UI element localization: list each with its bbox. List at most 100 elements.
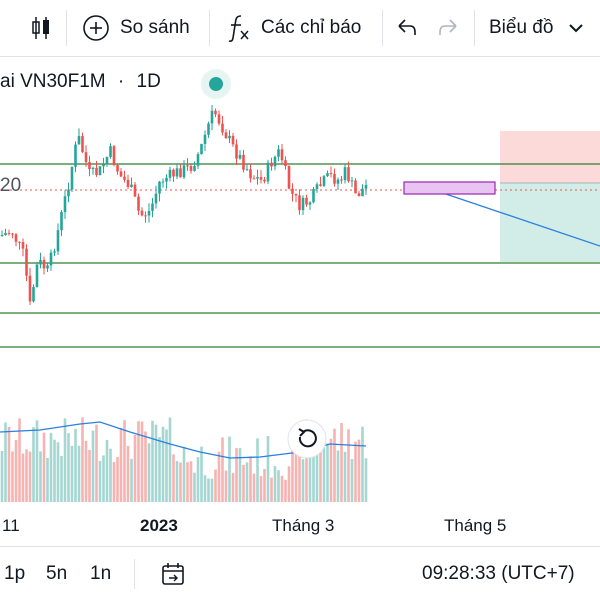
trend-line[interactable] [424, 186, 600, 247]
volume-bar [137, 421, 140, 502]
volume-bar [259, 476, 263, 502]
rectangle-drawing[interactable] [403, 181, 496, 195]
candle-body [340, 179, 343, 181]
candle-body [305, 197, 308, 205]
candle-body [259, 177, 263, 180]
short-position-stop-zone[interactable] [500, 131, 600, 183]
short-position-target-zone[interactable] [500, 183, 600, 262]
volume-bar [308, 430, 312, 502]
volume-bar [294, 435, 298, 502]
go-to-date-button[interactable] [160, 547, 186, 601]
volume-bar [60, 456, 63, 502]
chevron-down-icon [569, 24, 584, 33]
candle-body [329, 173, 333, 175]
candle-body [263, 179, 266, 182]
range-button-1p[interactable]: 1p [4, 563, 26, 584]
candle-body [175, 168, 179, 177]
candle-body [151, 203, 154, 211]
candle-body [119, 171, 123, 177]
candle-body [165, 177, 168, 182]
candle-body [42, 259, 46, 269]
indicators-button[interactable]: Các chỉ báo [226, 0, 361, 56]
chart-canvas[interactable] [0, 56, 600, 546]
candle-body [168, 169, 172, 178]
volume-bar [245, 462, 249, 502]
volume-bar [63, 418, 67, 502]
volume-bar [364, 458, 368, 502]
calendar-icon [162, 563, 184, 585]
candle-body [350, 180, 354, 182]
volume-bar [256, 438, 259, 502]
candle-body [357, 193, 361, 197]
chart-type-dropdown[interactable]: Biểu đồ [489, 0, 585, 56]
volume-bar [326, 443, 329, 502]
market-status-icon[interactable] [200, 68, 232, 100]
candle-body [112, 146, 116, 166]
volume-bar [221, 437, 224, 502]
legend-symbol[interactable]: ai VN30F1M · 1D [0, 71, 161, 93]
volume-bar [263, 469, 266, 502]
volume-bar [95, 424, 98, 502]
volume-bar [284, 479, 287, 502]
candle-body [277, 149, 280, 157]
volume-bar [312, 447, 315, 502]
time-axis[interactable]: 11 2023 Tháng 3 Tháng 5 [0, 508, 600, 546]
volume-bar [350, 458, 354, 502]
volume-bar [217, 451, 221, 502]
candle-body [0, 235, 4, 237]
candle-body [196, 154, 200, 166]
volume-bar [249, 456, 252, 502]
candle-body [182, 165, 186, 178]
volume-bar [193, 472, 196, 502]
interval-label: 1D [136, 71, 161, 92]
candle-body [322, 176, 326, 186]
candle-body [147, 210, 151, 216]
candle-body [102, 164, 105, 167]
redo-icon [439, 19, 457, 35]
candle-body [172, 169, 175, 177]
undo-button[interactable] [395, 0, 419, 56]
volume-bar [88, 450, 91, 502]
volume-bar [158, 437, 161, 502]
chart-area[interactable]: ai VN30F1M · 1D 20 11 2023 Tháng 3 Tháng… [0, 56, 600, 546]
candle-body [291, 188, 294, 194]
candle-body [193, 165, 196, 171]
volume-bar [49, 432, 53, 502]
clock-timezone[interactable]: 09:28:33 (UTC+7) [422, 563, 575, 584]
volume-bar [14, 440, 18, 502]
redo-button[interactable] [436, 0, 460, 56]
compare-label: So sánh [120, 17, 190, 38]
volume-bar [343, 451, 347, 502]
candle-body [312, 188, 315, 203]
top-toolbar: So sánh Các chỉ báo Biểu đồ [0, 0, 600, 56]
volume-bar [91, 430, 95, 502]
volume-bar [42, 432, 46, 502]
volume-bar [102, 455, 105, 502]
candle-style-button[interactable] [30, 0, 52, 56]
candle-body [116, 165, 119, 172]
range-button-5n[interactable]: 5n [46, 563, 68, 584]
candle-body [161, 181, 165, 183]
symbol-name: ai VN30F1M [0, 71, 106, 92]
candle-body [109, 146, 112, 157]
volume-bar [28, 451, 32, 502]
candle-body [280, 149, 284, 161]
candle-body [53, 251, 56, 253]
candle-body [347, 167, 350, 182]
volume-bar [74, 428, 77, 502]
compare-button[interactable]: So sánh [82, 0, 190, 56]
volume-bar [84, 440, 88, 502]
candle-body [333, 173, 336, 184]
reset-chart-button[interactable] [286, 418, 328, 460]
candle-body [18, 241, 21, 243]
candle-body [35, 264, 39, 287]
bottom-bar: 1p 5n 1n 09:28:33 (UTC+7) [0, 546, 600, 601]
candle-body [315, 184, 319, 189]
volume-bar [109, 448, 112, 502]
candle-body [140, 210, 144, 216]
range-button-1n[interactable]: 1n [90, 563, 112, 584]
chart-type-label: Biểu đồ [489, 17, 554, 38]
candle-body [84, 152, 88, 163]
candle-body [95, 167, 98, 175]
volume-bar [280, 475, 284, 502]
